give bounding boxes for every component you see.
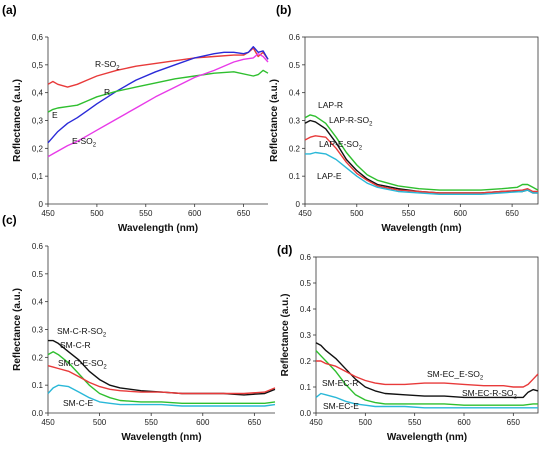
x-tick-label: 500 bbox=[359, 418, 373, 427]
series-line-lap-r-so2 bbox=[304, 119, 538, 194]
y-tick-label: 0,1 bbox=[32, 172, 44, 181]
x-tick-label: 650 bbox=[248, 418, 262, 427]
panel-label: (b) bbox=[276, 3, 291, 17]
series-annotation: SM-C-E-SO2 bbox=[58, 358, 107, 371]
series-annotation: E bbox=[52, 110, 58, 120]
x-axis-label: Wavelength (nm) bbox=[121, 432, 201, 443]
series-annotation: SM-EC-E bbox=[323, 401, 359, 411]
x-axis-label: Wavelength (nm) bbox=[387, 432, 467, 443]
y-tick-label: 0.5 bbox=[289, 61, 301, 70]
series-annotation: SM-EC_E-SO2 bbox=[427, 369, 484, 382]
series-line-r bbox=[47, 46, 269, 144]
series-line-r-so2 bbox=[47, 47, 269, 88]
series-line-e bbox=[47, 69, 269, 113]
panel-label: (a) bbox=[2, 3, 17, 17]
y-tick-label: 0,2 bbox=[32, 144, 44, 153]
x-tick-label: 550 bbox=[139, 209, 153, 218]
chart-panel-2: (b) 0 0.1 0.2 0.3 0.4 0.5 0.6 450 500 550 600 650 Wav… bbox=[269, 3, 539, 234]
series-line-sm-ec-r bbox=[315, 350, 538, 406]
series-annotation: R-SO2 bbox=[95, 59, 120, 72]
x-tick-label: 600 bbox=[196, 418, 210, 427]
x-tick-label: 550 bbox=[408, 418, 422, 427]
y-tick-label: 0.6 bbox=[32, 242, 44, 251]
series-line-e-so2 bbox=[47, 53, 269, 158]
x-axis-label: Wavelength (nm) bbox=[381, 223, 461, 234]
chart-panel-1: (a) 0 0,1 0,2 0,3 0,4 0,5 0,6 450 500 550 600 650 Wav… bbox=[2, 3, 269, 234]
x-tick-label: 600 bbox=[457, 418, 471, 427]
y-tick-label: 0 bbox=[296, 200, 301, 209]
y-tick-label: 0.2 bbox=[300, 357, 312, 366]
y-tick-label: 0.4 bbox=[32, 298, 44, 307]
y-tick-label: 0.3 bbox=[32, 326, 44, 335]
chart-panel-4: (d) 0.0 0.1 0.2 0.3 0.4 0.5 0.6 450 500 550 600 650 W… bbox=[277, 243, 539, 443]
panel-label: (d) bbox=[277, 243, 292, 257]
series-line-sm-ec-r-so2 bbox=[315, 342, 539, 399]
x-tick-label: 650 bbox=[237, 209, 251, 218]
y-tick-label: 0.2 bbox=[32, 353, 44, 362]
y-tick-label: 0.1 bbox=[289, 172, 301, 181]
x-tick-label: 550 bbox=[402, 209, 416, 218]
y-tick-label: 0.6 bbox=[289, 33, 301, 42]
series-annotation: E-SO2 bbox=[72, 136, 97, 149]
panel-label: (c) bbox=[2, 213, 17, 227]
x-tick-label: 450 bbox=[309, 418, 323, 427]
x-tick-label: 450 bbox=[298, 209, 312, 218]
y-tick-label: 0.4 bbox=[289, 89, 301, 98]
y-axis-label: Reflectance (a.u.) bbox=[269, 79, 280, 162]
y-tick-label: 0 bbox=[39, 200, 44, 209]
series-annotation: LAP-R bbox=[318, 100, 343, 110]
series-line-lap-r bbox=[304, 114, 539, 191]
chart-panel-3: (c) 0.0 0.1 0.2 0.3 0.4 0.5 0.6 450 500 550 600 650 W… bbox=[2, 213, 276, 443]
series-line-lap-e bbox=[305, 151, 538, 196]
series-annotation: SM-C-R bbox=[60, 340, 91, 350]
series-annotation: SM-EC-R bbox=[322, 378, 358, 388]
y-tick-label: 0.5 bbox=[300, 279, 312, 288]
x-tick-label: 550 bbox=[145, 418, 159, 427]
series-line-sm-ec-e-so2 bbox=[316, 360, 539, 388]
x-tick-label: 500 bbox=[93, 418, 107, 427]
y-tick-label: 0,6 bbox=[32, 33, 44, 42]
y-tick-label: 0,5 bbox=[32, 61, 44, 70]
y-tick-label: 0.3 bbox=[289, 117, 301, 126]
series-annotation: R bbox=[104, 87, 110, 97]
x-tick-label: 450 bbox=[41, 418, 55, 427]
y-tick-label: 0.6 bbox=[300, 253, 312, 262]
x-tick-label: 600 bbox=[454, 209, 468, 218]
series-line-sm-c-e bbox=[47, 384, 276, 407]
y-tick-label: 0.3 bbox=[300, 331, 312, 340]
x-tick-label: 500 bbox=[350, 209, 364, 218]
series-annotation: LAP-E-SO2 bbox=[319, 139, 363, 152]
series-line-sm-c-e-so2 bbox=[47, 365, 276, 395]
y-axis-label: Reflectance (a.u.) bbox=[12, 79, 23, 162]
x-axis-label: Wavelength (nm) bbox=[118, 223, 198, 234]
series-annotation: LAP-R-SO2 bbox=[329, 115, 373, 128]
series-line-lap-e-so2 bbox=[304, 135, 538, 194]
y-tick-label: 0.2 bbox=[289, 144, 301, 153]
series-line-sm-c-r bbox=[47, 351, 276, 404]
y-tick-label: 0,4 bbox=[32, 89, 44, 98]
x-tick-label: 650 bbox=[507, 418, 521, 427]
x-tick-label: 500 bbox=[90, 209, 104, 218]
y-axis-label: Reflectance (a.u.) bbox=[12, 288, 23, 371]
y-tick-label: 0.0 bbox=[300, 409, 312, 418]
x-tick-label: 600 bbox=[188, 209, 202, 218]
series-annotation: SM-C-R-SO2 bbox=[57, 326, 107, 339]
x-tick-label: 650 bbox=[505, 209, 519, 218]
x-tick-label: 450 bbox=[41, 209, 55, 218]
y-tick-label: 0.0 bbox=[32, 409, 44, 418]
y-tick-label: 0,3 bbox=[32, 117, 44, 126]
y-tick-label: 0.1 bbox=[32, 381, 44, 390]
y-tick-label: 0.5 bbox=[32, 270, 44, 279]
series-annotation: SM-EC-R-SO2 bbox=[462, 388, 517, 401]
y-tick-label: 0.4 bbox=[300, 305, 312, 314]
series-annotation: SM-C-E bbox=[63, 398, 94, 408]
series-line-sm-ec-e bbox=[315, 392, 538, 409]
y-tick-label: 0.1 bbox=[300, 383, 312, 392]
series-annotation: LAP-E bbox=[317, 171, 342, 181]
y-axis-label: Reflectance (a.u.) bbox=[280, 294, 291, 377]
